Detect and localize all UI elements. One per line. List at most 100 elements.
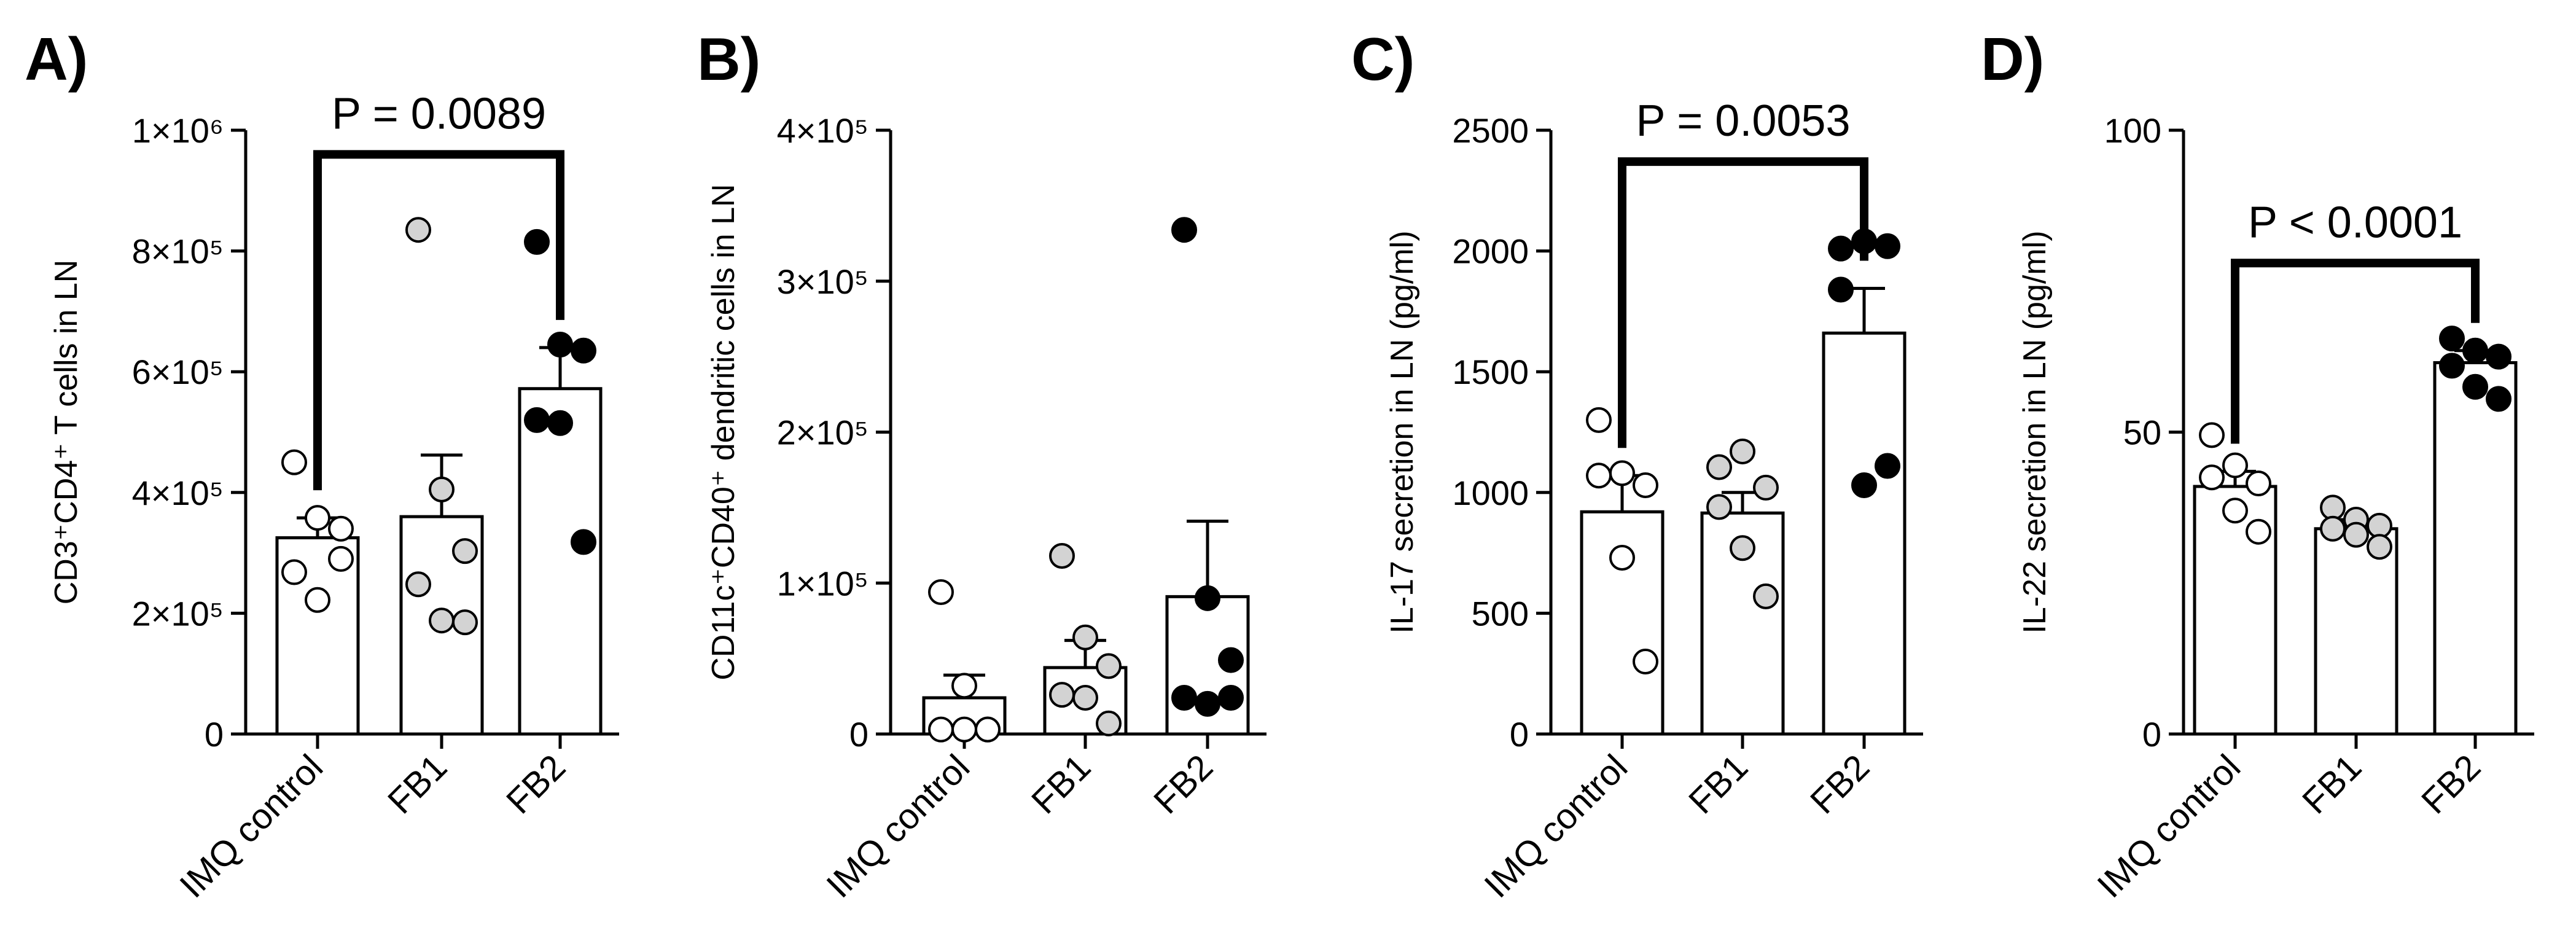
y-tick-label: 3×10⁵ (777, 262, 868, 301)
y-tick-label: 0 (2142, 715, 2161, 754)
y-axis-label: IL-22 secretion in LN (pg/ml) (2017, 230, 2053, 633)
y-tick-label: 1000 (1452, 474, 1529, 512)
panel-label: D) (1981, 25, 2044, 93)
data-point (1609, 544, 1635, 571)
data-point (1171, 217, 1197, 243)
data-point (2320, 515, 2346, 542)
y-tick-label: 0 (1510, 715, 1529, 754)
significance-bracket (313, 150, 564, 491)
data-point (2462, 337, 2488, 364)
y-tick-label: 2×10⁵ (777, 413, 868, 452)
y-tick-label: 4×10⁵ (777, 111, 868, 150)
y-tick-label: 2×10⁵ (132, 594, 224, 633)
data-point (571, 529, 596, 555)
data-point (547, 410, 573, 436)
data-point (2320, 494, 2346, 521)
y-tick-label: 2000 (1452, 232, 1529, 271)
bar (2433, 361, 2518, 736)
data-point (1586, 463, 1612, 489)
data-point (281, 449, 307, 475)
data-point (571, 337, 596, 364)
data-point (1218, 647, 1244, 673)
data-point (524, 407, 550, 433)
x-category-label: IMQ control (2090, 747, 2248, 905)
x-category-label: FB2 (2414, 747, 2488, 821)
x-category-label: IMQ control (819, 747, 977, 905)
significance-bracket (1618, 157, 1868, 448)
data-point (429, 607, 455, 634)
data-point (1586, 407, 1612, 433)
data-point (2246, 471, 2271, 497)
data-point (928, 579, 954, 605)
data-point (2439, 353, 2465, 379)
panel-c: C) 0 500 1000 1500 2000 2500 IL-17 secretion in… (1351, 25, 1923, 905)
p-value-label: P < 0.0001 (2248, 198, 2462, 247)
data-point (1753, 474, 1779, 501)
data-point (2199, 464, 2225, 491)
y-tick-label: 0 (205, 715, 224, 754)
data-point (2486, 343, 2512, 370)
data-point (2222, 452, 2248, 478)
y-tick-label: 4×10⁵ (132, 474, 224, 512)
y-tick-label: 1×10⁵ (777, 564, 868, 603)
data-point (1049, 543, 1075, 569)
data-point (1706, 454, 1732, 480)
y-tick-label: 6×10⁵ (132, 353, 224, 391)
data-point (1633, 472, 1658, 499)
panel-b: B) 0 1×10⁵ 2×10⁵ 3×10⁵ 4×10⁵ CD11c⁺CD40⁺ dendr… (697, 25, 1267, 905)
x-category-label: IMQ control (1477, 747, 1635, 905)
bar (518, 387, 603, 736)
data-point (429, 476, 455, 502)
data-point (2246, 518, 2271, 545)
y-tick-label: 500 (1472, 594, 1529, 633)
data-point (1875, 453, 1900, 479)
data-point (1072, 685, 1098, 711)
y-tick-label: 1×10⁶ (132, 111, 224, 150)
y-axis-label: CD3⁺CD4⁺ T cells in LN (49, 260, 84, 605)
y-tick-label: 50 (2123, 413, 2161, 452)
y-tick-label: 100 (2104, 111, 2161, 150)
data-point (1851, 472, 1877, 499)
data-point (405, 217, 431, 243)
data-point (1730, 438, 1755, 464)
x-category-label: FB2 (499, 747, 573, 821)
x-category-label: FB2 (1803, 747, 1877, 821)
panel-label: C) (1351, 25, 1415, 93)
y-axis-label: CD11c⁺CD40⁺ dendritic cells in LN (706, 184, 741, 680)
data-point (305, 587, 330, 613)
data-point (328, 545, 354, 572)
data-point (2199, 422, 2225, 448)
p-value-label: P = 0.0089 (332, 89, 546, 138)
data-point (547, 331, 573, 357)
data-point (1706, 494, 1732, 520)
y-tick-label: 0 (849, 715, 868, 754)
data-point (1828, 235, 1854, 262)
panel-label: A) (25, 25, 88, 93)
x-category-label: FB1 (1024, 747, 1098, 821)
data-point (1049, 682, 1075, 708)
data-point (1096, 653, 1122, 679)
data-point (975, 716, 1001, 743)
data-point (2367, 534, 2392, 560)
x-category-label: FB2 (1146, 747, 1220, 821)
data-point (1195, 690, 1220, 717)
data-point (1096, 710, 1122, 736)
data-point (1730, 535, 1755, 561)
data-point (1218, 685, 1244, 711)
data-point (928, 716, 954, 743)
bar (1822, 331, 1907, 736)
data-point (2486, 386, 2512, 412)
data-point (2343, 521, 2369, 548)
panel-d: D) 0 50 100 IL-22 secretion in LN (pg/ml) IMQ… (1981, 25, 2534, 905)
y-axis-label: IL-17 secretion in LN (pg/ml) (1384, 230, 1420, 633)
data-point (951, 716, 977, 743)
data-point (2462, 373, 2488, 400)
data-point (1171, 685, 1197, 711)
data-point (405, 571, 431, 598)
x-category-label: FB1 (2295, 747, 2369, 821)
y-tick-label: 8×10⁵ (132, 232, 224, 271)
data-point (1753, 583, 1779, 609)
y-tick-label: 1500 (1452, 353, 1529, 391)
x-category-label: FB1 (380, 747, 455, 821)
